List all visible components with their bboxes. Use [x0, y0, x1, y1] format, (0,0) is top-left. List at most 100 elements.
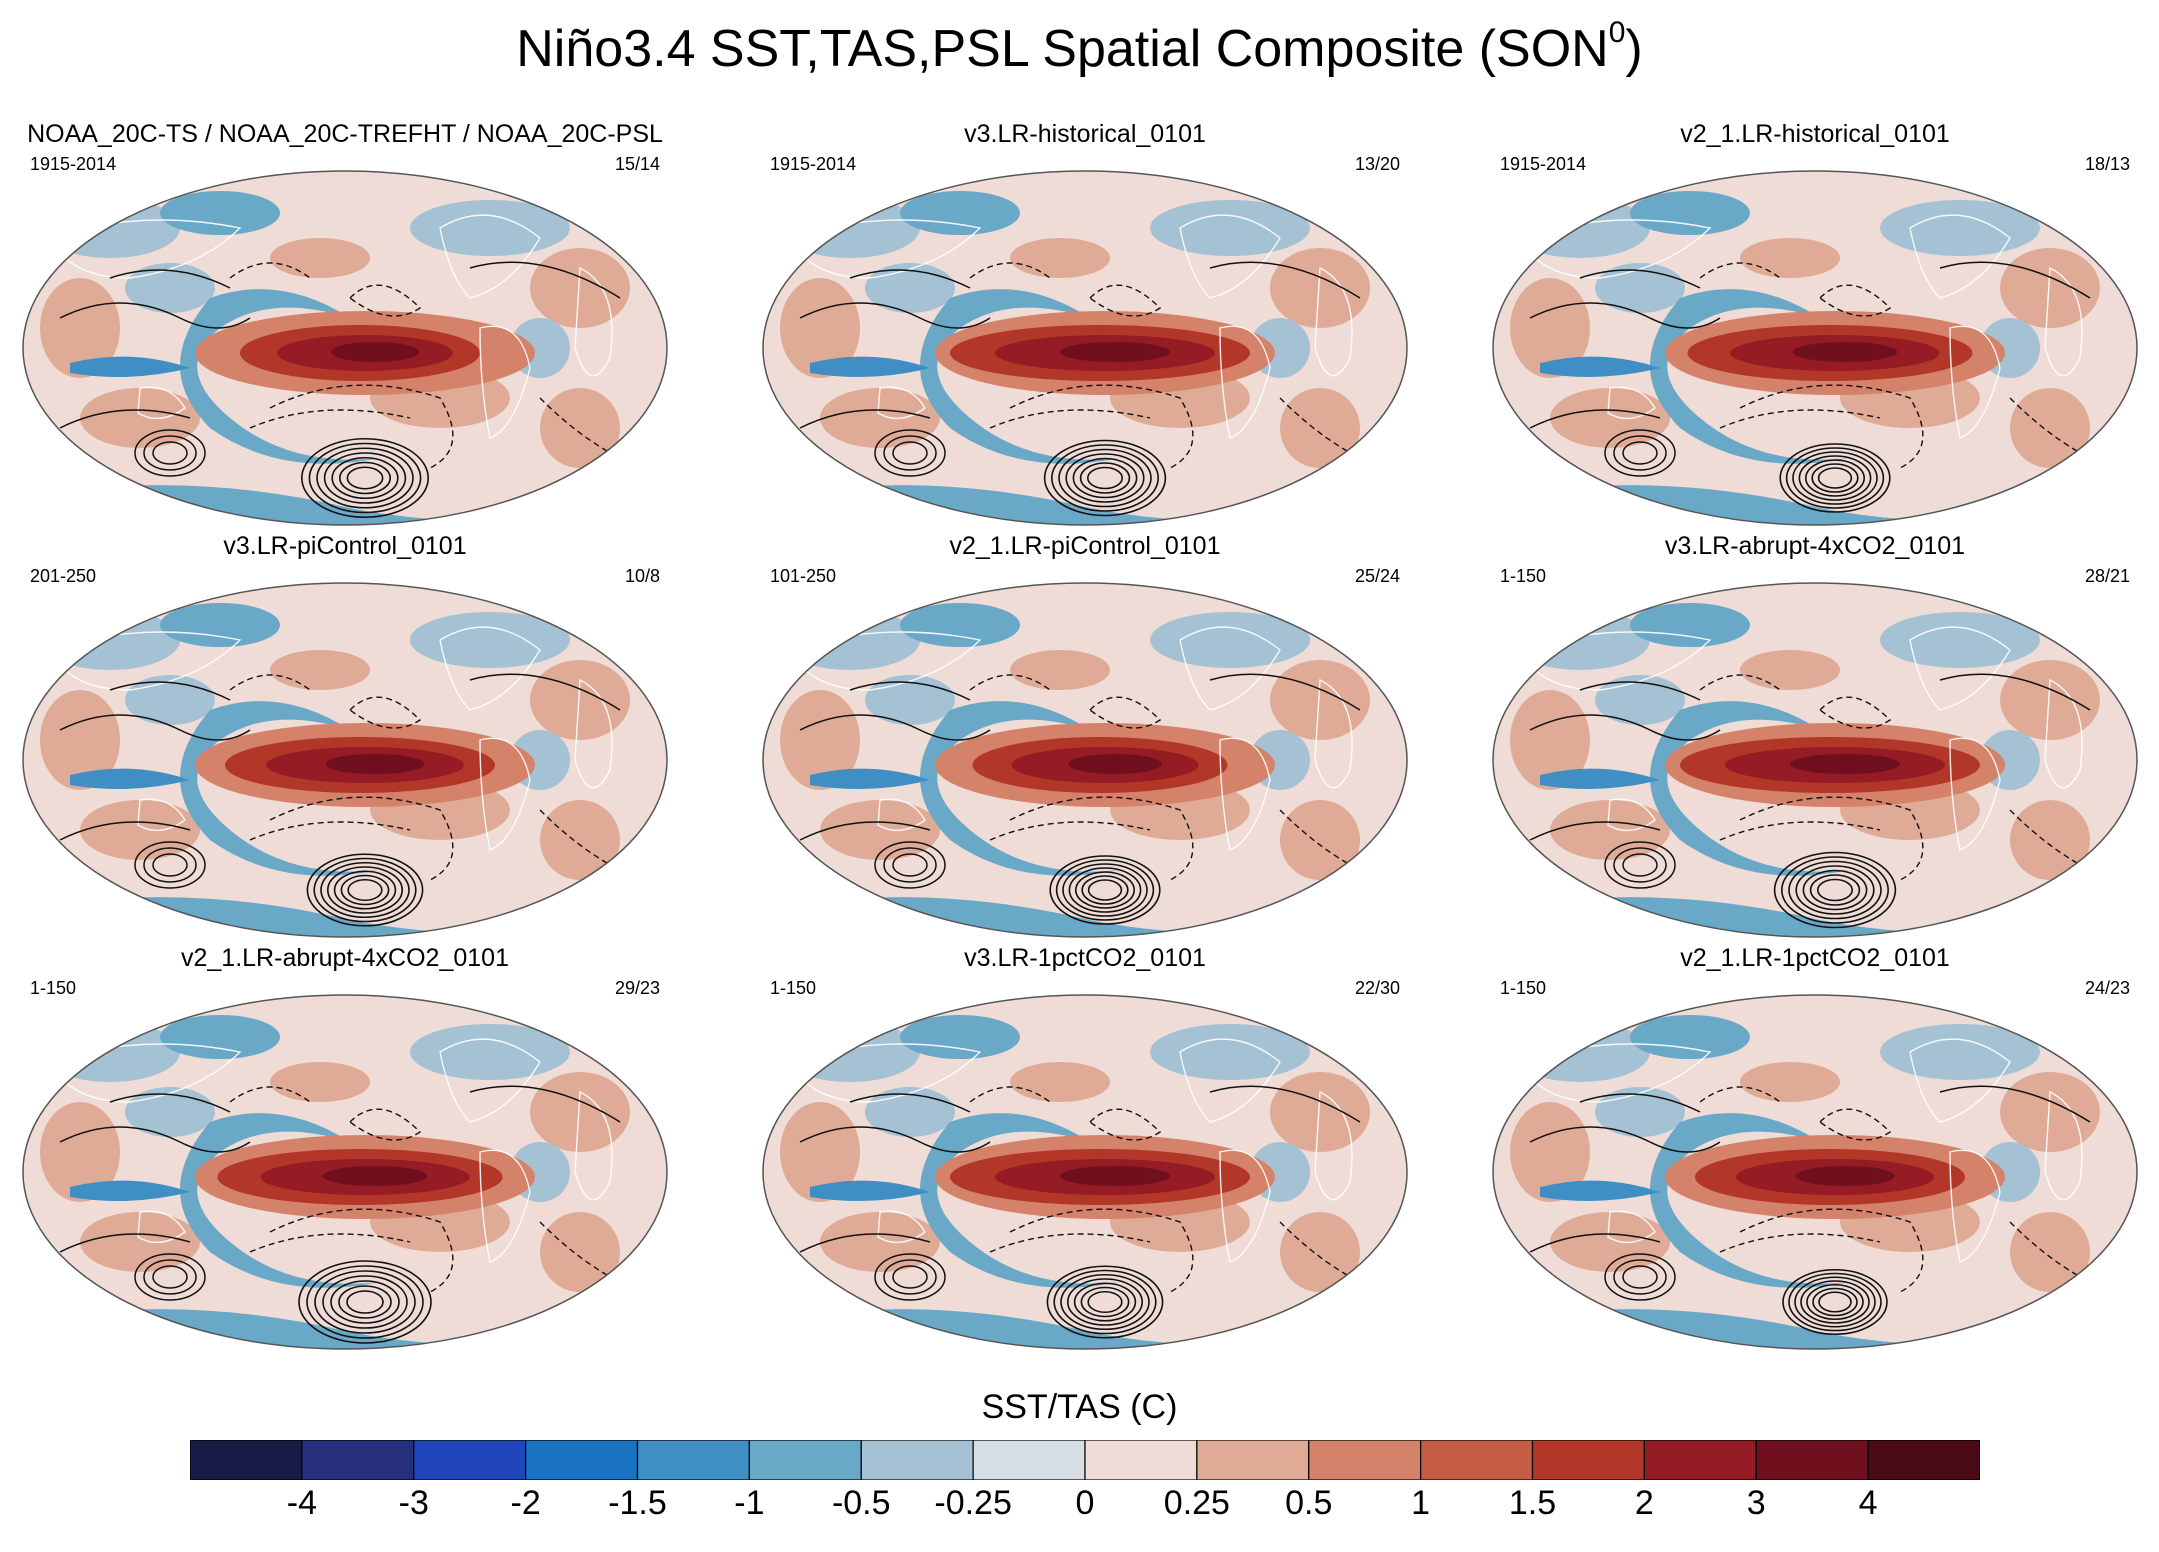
psl-contour-positive — [1046, 1265, 1164, 1339]
colorbar-tick-label: 4 — [1858, 1484, 1878, 1522]
psl-contour-positive — [1066, 1278, 1143, 1326]
psl-contour-positive — [306, 853, 424, 927]
psl-contour-negative — [349, 696, 422, 729]
anomaly-patch — [900, 1015, 1020, 1059]
anomaly-patch — [1510, 198, 1650, 258]
cold-indian-ocean — [1540, 356, 1660, 377]
anomaly-patch — [1150, 200, 1310, 256]
psl-contour-positive — [883, 847, 937, 883]
psl-contour-positive — [326, 866, 403, 914]
psl-contour-positive — [322, 1275, 408, 1329]
map-border — [22, 170, 668, 526]
anomaly-patch — [1280, 1212, 1360, 1292]
anomaly-patch — [1510, 1102, 1590, 1202]
psl-contour-negative — [969, 674, 1051, 691]
anomaly-patch — [900, 603, 1020, 647]
psl-contour-positive — [59, 1126, 251, 1153]
anomaly-patch — [1630, 603, 1750, 647]
psl-contour-positive — [306, 1265, 424, 1339]
psl-contour-positive — [799, 302, 991, 329]
coastline — [1949, 325, 2001, 439]
psl-contour-positive — [1079, 462, 1131, 494]
coastline — [574, 266, 613, 377]
psl-contour-positive — [799, 1126, 991, 1153]
composite-map — [762, 994, 1408, 1350]
psl-contour-negative — [1089, 284, 1162, 317]
map-panel: v3.LR-abrupt-4xCO2_0101 1-150 28/21 — [1470, 532, 2159, 942]
psl-contour-positive — [134, 1253, 206, 1301]
psl-contour-positive — [1049, 855, 1161, 925]
psl-contour-positive — [109, 1093, 231, 1113]
anomaly-patch — [40, 690, 120, 790]
composite-map — [22, 994, 668, 1350]
psl-contour-negative — [1719, 409, 1881, 429]
panel-event-counts: 25/24 — [1354, 566, 1400, 586]
panel-title: v3.LR-historical_0101 — [964, 120, 1206, 148]
psl-contour-positive — [298, 1260, 432, 1344]
cold-indian-ocean — [70, 768, 190, 789]
coastline — [1179, 214, 1281, 299]
anomaly-patch — [540, 388, 620, 468]
psl-contour-positive — [1050, 444, 1159, 512]
cold-indian-ocean — [810, 1180, 930, 1201]
cold-indian-ocean — [1540, 768, 1660, 789]
map-border — [1492, 994, 2138, 1350]
colorbar-tick-label: -4 — [286, 1484, 317, 1522]
psl-contour-positive — [1209, 1085, 1361, 1123]
coastline — [479, 1149, 531, 1263]
panel-event-counts: 18/13 — [2084, 154, 2130, 174]
anomaly-patch — [80, 1212, 200, 1272]
panel-title: v3.LR-abrupt-4xCO2_0101 — [1664, 532, 1966, 560]
psl-contour-positive — [109, 269, 231, 289]
psl-contour-positive — [1579, 269, 1701, 289]
map-border — [22, 582, 668, 938]
anomaly-patch — [540, 800, 620, 880]
panel-years: 1-150 — [1500, 566, 1547, 586]
coastline — [1314, 266, 1353, 377]
psl-contour-positive — [109, 681, 231, 701]
warm-tongue-core — [322, 1166, 428, 1186]
psl-contour-positive — [340, 874, 390, 906]
anomaly-patch — [410, 200, 570, 256]
panel-title: v2_1.LR-abrupt-4xCO2_0101 — [181, 944, 509, 972]
anomaly-patch — [1150, 1024, 1310, 1080]
anomaly-patch — [40, 278, 120, 378]
panel-years: 1-150 — [1500, 978, 1547, 998]
coastline — [1219, 737, 1271, 851]
psl-contour-positive — [1795, 865, 1875, 915]
panel-title: v3.LR-piControl_0101 — [223, 532, 467, 560]
coastline — [1607, 1210, 1656, 1244]
psl-contour-positive — [874, 1253, 946, 1301]
anomaly-patch — [160, 603, 280, 647]
map-panel: v2_1.LR-1pctCO2_0101 1-150 24/23 — [1470, 944, 2159, 1354]
coastline — [2044, 266, 2083, 377]
coastline — [877, 386, 926, 420]
psl-contour-positive — [1529, 1126, 1721, 1153]
colorbar-box — [1867, 1440, 1980, 1480]
psl-contour-positive — [1065, 453, 1145, 503]
anomaly-patch — [80, 800, 200, 860]
coastline — [1219, 1149, 1271, 1263]
psl-contour-positive — [1060, 1273, 1150, 1331]
anomaly-patch — [1150, 612, 1310, 668]
psl-contour-negative — [1009, 384, 1194, 469]
panel-years: 1-150 — [30, 978, 77, 998]
panel-title: v2_1.LR-piControl_0101 — [949, 532, 1221, 560]
colorbar-tick-label: 1.5 — [1508, 1484, 1557, 1522]
cold-indian-ocean — [70, 1180, 190, 1201]
anomaly-patch — [1880, 200, 2040, 256]
warm-tongue-core — [325, 754, 425, 774]
anomaly-patch — [1510, 610, 1650, 670]
psl-contour-negative — [1719, 821, 1881, 841]
psl-contour-positive — [874, 429, 946, 477]
anomaly-patch — [40, 1022, 180, 1082]
colorbar-tick-label: 0.5 — [1285, 1484, 1333, 1522]
colorbar-tick-label: 1 — [1411, 1484, 1431, 1522]
psl-contour-positive — [1604, 841, 1676, 889]
anomaly-patch — [1510, 1022, 1650, 1082]
coastline — [2044, 678, 2083, 789]
psl-contour-positive — [1613, 847, 1667, 883]
cold-horseshoe — [920, 701, 1120, 876]
anomaly-patch — [2000, 660, 2100, 740]
coastline — [479, 737, 531, 851]
